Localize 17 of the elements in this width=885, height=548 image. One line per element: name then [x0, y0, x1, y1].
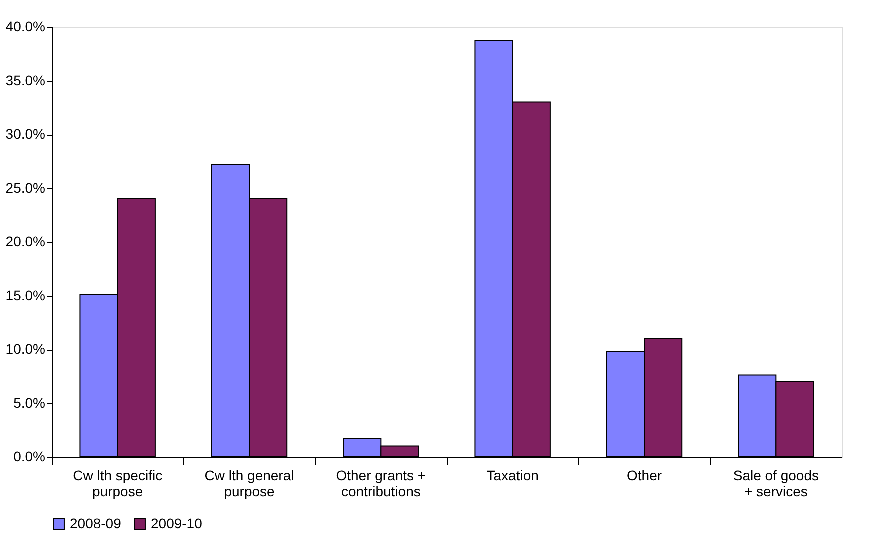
legend-label: 2009-10: [151, 515, 203, 532]
x-tick-label: Other grants + contributions: [336, 468, 426, 500]
y-tick-label: 10.0%: [6, 341, 46, 357]
x-tick-label: Sale of goods + services: [733, 468, 819, 500]
y-tick-label: 15.0%: [6, 287, 46, 304]
y-tick-label: 30.0%: [6, 126, 46, 142]
x-tick-label: Cw lth general purpose: [204, 468, 294, 500]
x-tick-label: Cw lth specific purpose: [73, 468, 163, 500]
x-tick-label: Taxation: [486, 468, 539, 484]
legend-label: 2008-09: [70, 515, 122, 532]
y-tick-label: 20.0%: [6, 234, 46, 250]
y-tick-label: 5.0%: [14, 394, 46, 411]
x-tick-label: Other: [626, 468, 662, 484]
y-tick-label: 0.0%: [14, 448, 46, 464]
y-tick-label: 25.0%: [6, 180, 46, 196]
y-tick-label: 40.0%: [6, 18, 46, 34]
y-tick-label: 35.0%: [6, 72, 46, 88]
